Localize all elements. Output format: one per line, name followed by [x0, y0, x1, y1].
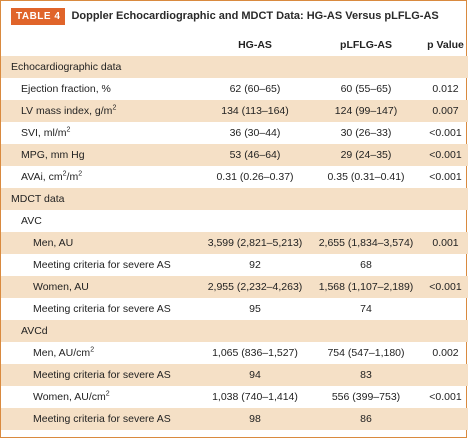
- section-row-echocardiographic: Echocardiographic data: [1, 56, 468, 78]
- row-label: Women, AU: [33, 281, 89, 293]
- subsection-label: AVCd: [21, 325, 48, 337]
- cell-p-value: <0.001: [429, 127, 462, 139]
- table-row: Women, AU/cm2 1,038 (740–1,414) 556 (399…: [1, 386, 468, 408]
- table-row: Men, AU 3,599 (2,821–5,213) 2,655 (1,834…: [1, 232, 468, 254]
- table-row: SVI, ml/m2 36 (30–44) 30 (26–33) <0.001: [1, 122, 468, 144]
- subsection-label: AVC: [21, 215, 42, 227]
- cell-hg-as: 2,955 (2,232–4,263): [207, 281, 303, 293]
- table-caption: Doppler Echocardiographic and MDCT Data:…: [71, 10, 439, 22]
- cell-hg-as: 1,065 (836–1,527): [212, 347, 298, 359]
- cell-hg-as: 3,599 (2,821–5,213): [207, 237, 303, 249]
- section-label: MDCT data: [11, 193, 65, 205]
- table-row: Meeting criteria for severe AS 94 83: [1, 364, 468, 386]
- cell-plflg-as: 83: [360, 369, 372, 381]
- table-row: MPG, mm Hg 53 (46–64) 29 (24–35) <0.001: [1, 144, 468, 166]
- subsection-row-avc: AVC: [1, 210, 468, 232]
- cell-hg-as: 53 (46–64): [229, 149, 281, 161]
- row-label: MPG, mm Hg: [21, 149, 85, 161]
- cell-plflg-as: 60 (55–65): [340, 83, 392, 95]
- row-label: Men, AU: [33, 237, 74, 249]
- column-header-hg-as: HG-AS: [238, 39, 272, 51]
- cell-hg-as: 94: [249, 369, 261, 381]
- cell-plflg-as: 0.35 (0.31–0.41): [327, 171, 405, 183]
- cell-hg-as: 92: [249, 259, 261, 271]
- cell-p-value: <0.001: [429, 391, 462, 403]
- column-header-p-value: p Value: [427, 39, 464, 51]
- table-title: TABLE 4 Doppler Echocardiographic and MDC…: [11, 8, 439, 28]
- cell-p-value: 0.002: [432, 347, 459, 359]
- row-label: Meeting criteria for severe AS: [33, 369, 171, 381]
- column-header-row: HG-AS pLFLG-AS p Value: [1, 34, 468, 56]
- cell-p-value: 0.001: [432, 237, 459, 249]
- table-row: AVAi, cm2/m2 0.31 (0.26–0.37) 0.35 (0.31…: [1, 166, 468, 188]
- table-row: Meeting criteria for severe AS 95 74: [1, 298, 468, 320]
- table-row: Men, AU/cm2 1,065 (836–1,527) 754 (547–1…: [1, 342, 468, 364]
- section-row-mdct: MDCT data: [1, 188, 468, 210]
- table-row: LV mass index, g/m2 134 (113–164) 124 (9…: [1, 100, 468, 122]
- cell-hg-as: 62 (60–65): [229, 83, 281, 95]
- cell-plflg-as: 2,655 (1,834–3,574): [318, 237, 414, 249]
- cell-hg-as: 134 (113–164): [221, 105, 289, 117]
- cell-plflg-as: 754 (547–1,180): [327, 347, 405, 359]
- table-number-badge: TABLE 4: [11, 8, 66, 25]
- row-label: SVI, ml/m2: [21, 126, 71, 140]
- cell-hg-as: 0.31 (0.26–0.37): [216, 171, 294, 183]
- table-row: Ejection fraction, % 62 (60–65) 60 (55–6…: [1, 78, 468, 100]
- cell-p-value: 0.012: [432, 83, 459, 95]
- cell-plflg-as: 74: [360, 303, 372, 315]
- cell-hg-as: 1,038 (740–1,414): [212, 391, 298, 403]
- table-row: Meeting criteria for severe AS 92 68: [1, 254, 468, 276]
- cell-p-value: 0.007: [432, 105, 459, 117]
- row-label: AVAi, cm2/m2: [21, 170, 83, 184]
- cell-plflg-as: 68: [360, 259, 372, 271]
- section-label: Echocardiographic data: [11, 61, 122, 73]
- row-label: Meeting criteria for severe AS: [33, 259, 171, 271]
- cell-plflg-as: 1,568 (1,107–2,189): [318, 281, 414, 293]
- row-label: LV mass index, g/m2: [21, 104, 117, 118]
- table-row: Women, AU 2,955 (2,232–4,263) 1,568 (1,1…: [1, 276, 468, 298]
- cell-p-value: <0.001: [429, 149, 462, 161]
- row-label: Women, AU/cm2: [33, 390, 110, 404]
- cell-plflg-as: 556 (399–753): [331, 391, 401, 403]
- cell-hg-as: 95: [249, 303, 261, 315]
- table-row: Meeting criteria for severe AS 98 86: [1, 408, 468, 430]
- row-label: Men, AU/cm2: [33, 346, 95, 360]
- subsection-row-avcd: AVCd: [1, 320, 468, 342]
- cell-p-value: <0.001: [429, 281, 462, 293]
- cell-plflg-as: 30 (26–33): [340, 127, 392, 139]
- cell-p-value: <0.001: [429, 171, 462, 183]
- cell-plflg-as: 124 (99–147): [334, 105, 398, 117]
- cell-hg-as: 98: [249, 413, 261, 425]
- cell-plflg-as: 86: [360, 413, 372, 425]
- cell-hg-as: 36 (30–44): [229, 127, 281, 139]
- row-label: Meeting criteria for severe AS: [33, 303, 171, 315]
- row-label: Meeting criteria for severe AS: [33, 413, 171, 425]
- row-label: Ejection fraction, %: [21, 83, 111, 95]
- cell-plflg-as: 29 (24–35): [340, 149, 392, 161]
- column-header-plflg-as: pLFLG-AS: [340, 39, 392, 51]
